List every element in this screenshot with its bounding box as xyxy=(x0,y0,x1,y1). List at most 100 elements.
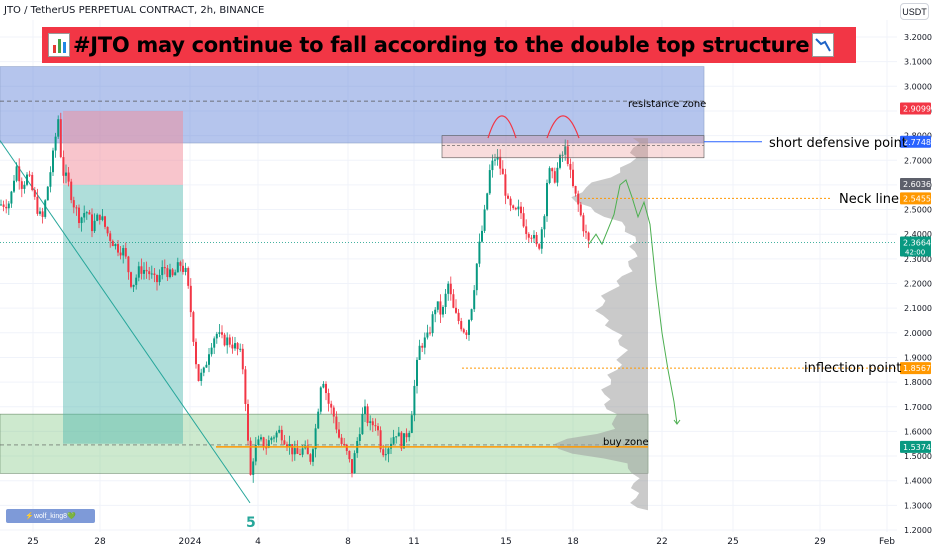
candle-body xyxy=(449,283,452,295)
candle-body xyxy=(182,265,184,273)
candle-body xyxy=(228,337,231,345)
candle-body xyxy=(371,421,374,426)
candle-body xyxy=(351,459,353,474)
x-tick-label: Feb xyxy=(879,537,895,547)
candle-body xyxy=(439,301,442,315)
candle-body xyxy=(179,262,182,266)
candle-body xyxy=(387,448,390,455)
candle-body xyxy=(28,174,31,176)
price-badge-label: 1.5374 xyxy=(903,443,931,452)
candle-body xyxy=(403,433,405,449)
candle-body xyxy=(176,262,179,273)
candle-body xyxy=(361,413,364,435)
candle-body xyxy=(553,171,556,183)
candle-body xyxy=(39,211,41,214)
candle-body xyxy=(236,343,239,350)
candle-body xyxy=(374,425,377,427)
candle-body xyxy=(405,433,408,438)
candle-body xyxy=(158,275,161,283)
candle-body xyxy=(205,364,208,368)
chart-decreasing-emoji-icon xyxy=(812,33,835,57)
x-tick-label: 4 xyxy=(255,537,261,547)
y-tick-label: 2.1000 xyxy=(904,304,932,313)
overlays xyxy=(0,115,897,448)
candles xyxy=(0,112,590,483)
candle-body xyxy=(496,156,499,160)
y-tick-label: 2.7000 xyxy=(904,156,932,165)
candle-body xyxy=(59,119,62,158)
candle-body xyxy=(10,191,13,204)
stop-loss-area xyxy=(63,110,183,185)
candle-body xyxy=(91,214,93,232)
price-badge-label: 2.7748 xyxy=(903,138,931,147)
candle-body xyxy=(426,332,429,338)
y-tick-label: 2.3000 xyxy=(904,255,932,264)
candle-body xyxy=(101,216,104,220)
y-tick-label: 1.3000 xyxy=(904,501,932,510)
candle-body xyxy=(423,337,426,348)
candle-body xyxy=(0,204,2,206)
candle-body xyxy=(314,428,317,450)
author-watermark: ⚡wolf_king8💚 xyxy=(6,509,95,523)
candle-body xyxy=(286,444,288,448)
candle-body xyxy=(457,312,460,322)
candle-body xyxy=(156,274,158,283)
descending-trendline xyxy=(0,140,251,504)
candle-body xyxy=(75,207,78,209)
price-badge-label: 2.5455 xyxy=(903,194,931,203)
x-tick-label: 18 xyxy=(567,537,579,547)
candle-body xyxy=(379,430,382,450)
candle-body xyxy=(210,347,213,355)
neck-line-label: Neck line xyxy=(839,192,899,207)
candle-body xyxy=(93,220,96,232)
x-tick-label: 29 xyxy=(814,537,826,547)
double-top-box xyxy=(441,135,705,159)
candle-body xyxy=(434,309,437,315)
candle-body xyxy=(551,168,554,172)
candle-body xyxy=(382,449,385,456)
x-tick-label: 25 xyxy=(727,537,738,547)
candle-body xyxy=(18,166,21,182)
candle-body xyxy=(413,385,416,416)
y-tick-label: 1.9000 xyxy=(904,353,932,362)
candle-body xyxy=(325,383,327,394)
y-tick-label: 2.2000 xyxy=(904,280,932,289)
candle-body xyxy=(525,226,528,234)
candle-body xyxy=(421,345,424,348)
x-tick-label: 8 xyxy=(345,537,351,547)
candle-body xyxy=(444,293,447,307)
candle-body xyxy=(340,437,343,444)
y-tick-label: 3.1000 xyxy=(904,58,932,67)
candle-body xyxy=(395,436,398,438)
candle-body xyxy=(119,252,122,256)
candle-body xyxy=(187,267,190,286)
candle-body xyxy=(452,294,455,308)
candle-body xyxy=(132,284,135,287)
candle-body xyxy=(343,443,346,445)
price-badge-label: 2.3664 xyxy=(903,238,931,247)
candle-body xyxy=(189,285,192,313)
candle-body xyxy=(31,174,34,190)
candle-body xyxy=(111,240,114,247)
candle-body xyxy=(270,437,273,441)
candle-body xyxy=(488,170,491,194)
candle-body xyxy=(416,359,418,386)
wave-five-label: 5 xyxy=(246,515,256,531)
candle-body xyxy=(517,206,520,210)
volume-profile-shape xyxy=(555,138,648,511)
candle-body xyxy=(296,448,299,454)
candle-body xyxy=(57,119,60,137)
candle-body xyxy=(574,186,577,194)
candle-body xyxy=(559,155,561,168)
currency-button[interactable]: USDT xyxy=(900,3,929,20)
candle-body xyxy=(312,449,314,462)
candle-body xyxy=(486,193,489,210)
candle-body xyxy=(564,146,567,155)
candle-body xyxy=(143,269,145,274)
candle-body xyxy=(491,160,494,171)
candle-body xyxy=(161,267,164,276)
price-badge xyxy=(900,440,931,453)
candle-body xyxy=(213,338,216,348)
